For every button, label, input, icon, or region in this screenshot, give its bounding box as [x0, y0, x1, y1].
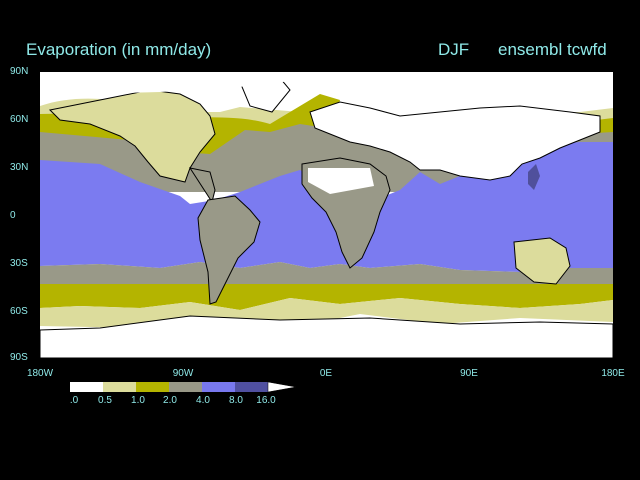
- lat-label-90n: 90N: [10, 66, 29, 77]
- colorbar-label-1: 0.5: [98, 395, 112, 406]
- colorbar-segment-4: [202, 382, 235, 392]
- lon-label-90e: 90E: [460, 368, 478, 379]
- map-title: Evaporation (in mm/day): [26, 40, 212, 59]
- colorbar-segment-1: [103, 382, 136, 392]
- land-australia: [513, 237, 571, 285]
- lat-label-30n: 30N: [10, 162, 29, 173]
- lon-label-90w: 90W: [172, 368, 194, 379]
- colorbar-label-4: 4.0: [196, 395, 210, 406]
- land-south-america: [197, 195, 261, 305]
- lon-label-180w: 180W: [26, 368, 54, 379]
- lat-label-60n: 60N: [10, 114, 29, 125]
- evaporation-map: [40, 72, 613, 358]
- colorbar-arrow: [267, 382, 297, 392]
- land-eurasia: [309, 101, 601, 181]
- lat-label-60s: 60S: [10, 306, 28, 317]
- lat-label-eq: 0: [10, 210, 16, 221]
- colorbar-segment-5: [235, 382, 268, 392]
- model-label: ensembl tcwfd: [498, 40, 607, 59]
- band-subpolar-south: [40, 284, 613, 310]
- arctic-white: [40, 72, 613, 94]
- colorbar-label-0: .0: [69, 395, 79, 406]
- colorbar: [70, 382, 297, 392]
- kuroshio-intense: [528, 164, 540, 190]
- colorbar-segment-0: [70, 382, 103, 392]
- lon-label-0e: 0E: [319, 368, 333, 379]
- colorbar-label-2: 1.0: [131, 395, 145, 406]
- colorbar-label-6: 16.0: [256, 395, 276, 406]
- lat-label-90s: 90S: [10, 352, 28, 363]
- land-antarctica: [40, 315, 613, 358]
- colorbar-label-5: 8.0: [229, 395, 243, 406]
- lat-label-30s: 30S: [10, 258, 28, 269]
- colorbar-label-3: 2.0: [163, 395, 177, 406]
- lon-label-180e: 180E: [601, 368, 625, 379]
- colorbar-segment-3: [169, 382, 202, 392]
- season-label: DJF: [438, 40, 470, 59]
- land-sahara: [308, 168, 374, 194]
- band-mid-south: [40, 262, 613, 284]
- colorbar-segment-2: [136, 382, 169, 392]
- land-central-america: [188, 167, 216, 204]
